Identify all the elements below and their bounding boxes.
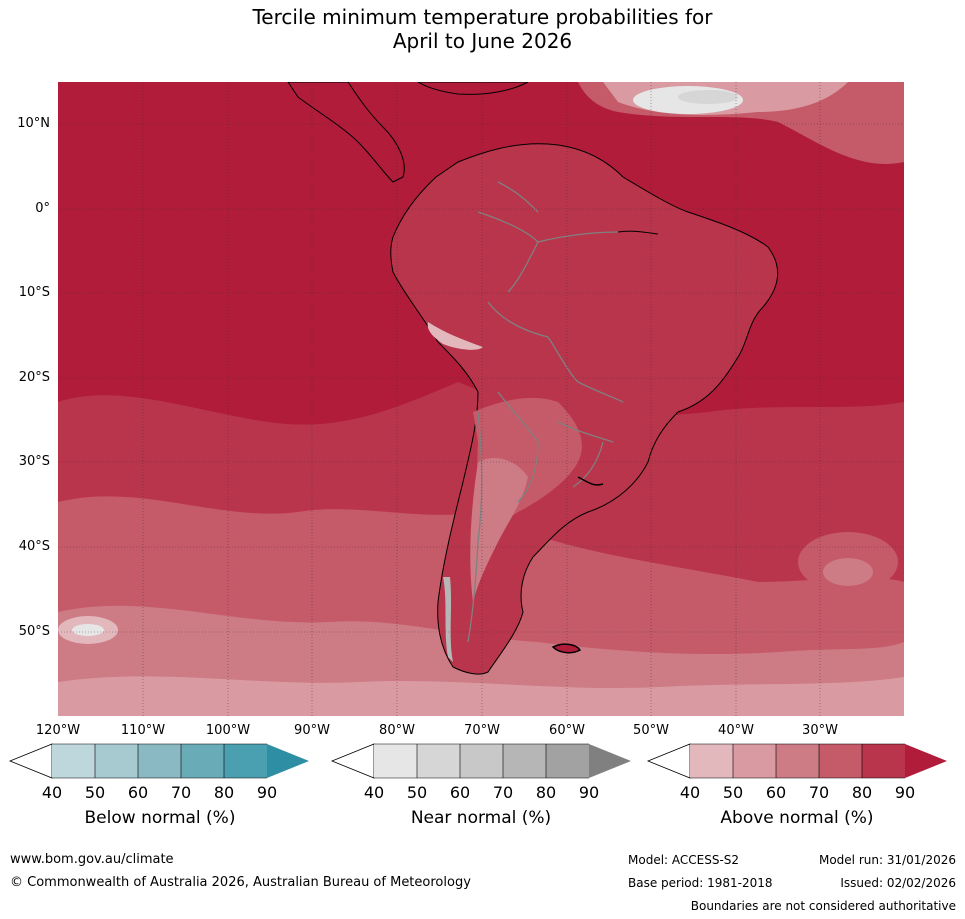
cb-near-tick: 40 <box>363 783 385 802</box>
patagonia-near-normal <box>443 577 453 662</box>
north-atlantic-near-normal-2 <box>678 90 738 104</box>
cb-above-arrow-low <box>646 743 691 779</box>
lat-label-0: 0° <box>35 201 50 216</box>
central-land-patch-60 <box>470 457 528 602</box>
cb-near-arrow-low <box>330 743 375 779</box>
footer-issued: Issued: 02/02/2026 <box>840 876 956 890</box>
cb-near-arrow-high <box>589 744 631 778</box>
cb-near-tick: 50 <box>406 783 428 802</box>
colorbar-near-normal <box>330 743 631 779</box>
cb-near-seg-5 <box>546 744 589 778</box>
cb-below-seg-4 <box>181 744 224 778</box>
lat-label-10n: 10°N <box>17 116 50 131</box>
cb-above-arrow-high <box>905 744 947 778</box>
cb-above-seg-1 <box>690 744 733 778</box>
cb-above-label: Above normal (%) <box>720 808 874 828</box>
cb-below-seg-2 <box>95 744 138 778</box>
footer-model-run: Model run: 31/01/2026 <box>818 853 956 867</box>
country-borders <box>467 181 624 643</box>
title-line-1: Tercile minimum temperature probabilitie… <box>252 5 713 29</box>
lon-label-100w: 100°W <box>205 723 251 738</box>
lon-label-50w: 50°W <box>633 723 669 738</box>
near-normal-patch-west <box>72 624 104 636</box>
cb-near-seg-4 <box>503 744 546 778</box>
footer-model: Model: ACCESS-S2 <box>628 853 740 867</box>
cb-below-arrow-low <box>8 743 53 779</box>
lon-label-60w: 60°W <box>549 723 585 738</box>
rio-de-la-plata <box>577 476 604 486</box>
cb-near-seg-2 <box>417 744 460 778</box>
footer-disclaimer: Boundaries are not considered authoritat… <box>690 899 956 913</box>
probability-map <box>58 82 904 716</box>
footer-url[interactable]: www.bom.gov.au/climate <box>10 852 174 867</box>
south-band-50 <box>58 676 904 716</box>
cb-below-seg-1 <box>52 744 95 778</box>
cb-near-tick: 90 <box>578 783 600 802</box>
cb-below-tick: 70 <box>170 783 192 802</box>
cb-above-seg-3 <box>776 744 819 778</box>
lon-label-70w: 70°W <box>464 723 500 738</box>
cb-near-seg-3 <box>460 744 503 778</box>
lon-label-40w: 40°W <box>718 723 754 738</box>
graticule <box>58 82 904 716</box>
footer-copyright: © Commonwealth of Australia 2026, Austra… <box>10 875 471 890</box>
cb-below-seg-5 <box>224 744 267 778</box>
colorbar-above-normal <box>646 743 947 779</box>
cb-below-tick: 60 <box>127 783 149 802</box>
title-line-2: April to June 2026 <box>392 29 573 53</box>
cb-below-tick: 90 <box>256 783 278 802</box>
lon-label-120w: 120°W <box>35 723 81 738</box>
lon-label-90w: 90°W <box>294 723 330 738</box>
cb-below-arrow-high <box>267 744 309 778</box>
cb-above-tick: 40 <box>679 783 701 802</box>
cb-above-seg-2 <box>733 744 776 778</box>
cb-near-tick: 70 <box>492 783 514 802</box>
falkland-islands <box>551 643 582 654</box>
map-title: Tercile minimum temperature probabilitie… <box>0 5 965 53</box>
cb-above-tick: 60 <box>765 783 787 802</box>
cb-above-tick: 90 <box>894 783 916 802</box>
lat-label-20s: 20°S <box>18 370 50 385</box>
lat-label-40s: 40°S <box>18 539 50 554</box>
cb-near-tick: 80 <box>535 783 557 802</box>
colorbar-below-normal <box>8 743 309 779</box>
cb-below-label: Below normal (%) <box>84 808 236 828</box>
cb-above-tick: 80 <box>851 783 873 802</box>
lon-label-80w: 80°W <box>379 723 415 738</box>
atlantic-patch-2 <box>823 558 873 586</box>
amazon-river-estuary <box>617 230 659 235</box>
footer-base-period: Base period: 1981-2018 <box>628 876 773 890</box>
cb-below-tick: 50 <box>84 783 106 802</box>
lon-label-110w: 110°W <box>120 723 166 738</box>
lat-label-10s: 10°S <box>18 285 50 300</box>
lat-label-30s: 30°S <box>18 454 50 469</box>
cb-above-tick: 70 <box>808 783 830 802</box>
cb-below-seg-3 <box>138 744 181 778</box>
lon-label-30w: 30°W <box>802 723 838 738</box>
atlantic-patch-3 <box>763 417 873 467</box>
cb-near-seg-1 <box>374 744 417 778</box>
cb-below-tick: 80 <box>213 783 235 802</box>
cb-near-tick: 60 <box>449 783 471 802</box>
cb-above-seg-4 <box>819 744 862 778</box>
andes-pale-streak <box>427 322 483 350</box>
cb-below-tick: 40 <box>41 783 63 802</box>
cb-above-seg-5 <box>862 744 905 778</box>
lat-label-50s: 50°S <box>18 624 50 639</box>
cuba-island <box>417 82 529 95</box>
cb-above-tick: 50 <box>722 783 744 802</box>
cb-near-label: Near normal (%) <box>410 808 552 828</box>
central-america-land <box>287 82 405 183</box>
